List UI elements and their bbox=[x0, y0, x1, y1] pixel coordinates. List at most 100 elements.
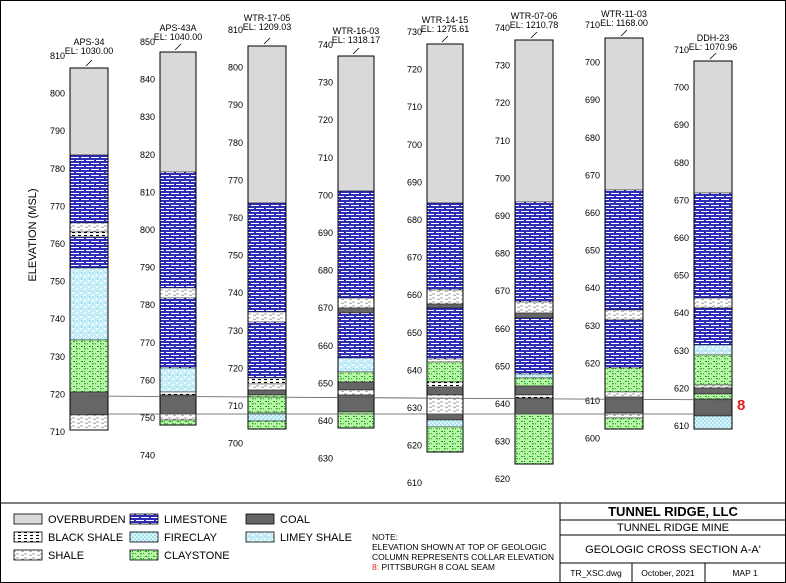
elevation-tick: 690 bbox=[674, 120, 689, 130]
legend: OVERBURDEN BLACK SHALE SHALE LIMESTONE F… bbox=[13, 513, 352, 562]
elevation-tick: 700 bbox=[407, 140, 422, 150]
elevation-tick: 610 bbox=[585, 396, 600, 406]
company-name: TUNNEL RIDGE, LLC bbox=[608, 504, 738, 519]
elevation-tick: 610 bbox=[407, 478, 422, 488]
collar-marker bbox=[441, 35, 449, 43]
elevation-tick: 670 bbox=[407, 253, 422, 263]
elevation-tick: 740 bbox=[495, 23, 510, 33]
elevation-tick: 690 bbox=[407, 177, 422, 187]
elevation-tick: 670 bbox=[674, 195, 689, 205]
layer-shale bbox=[69, 414, 109, 431]
layer-shale bbox=[69, 222, 109, 233]
collar-elevation: EL: 1030.00 bbox=[65, 46, 114, 56]
layer-overburden bbox=[159, 51, 197, 173]
elevation-tick: 710 bbox=[318, 153, 333, 163]
note-line-3: 8: PITTSBURGH 8 COAL SEAM bbox=[372, 562, 495, 572]
note-line-2: COLUMN REPRESENTS COLLAR ELEVATION bbox=[372, 552, 554, 562]
layer-limestone bbox=[426, 307, 464, 360]
layer-claystone bbox=[337, 371, 375, 383]
layer-claystone bbox=[514, 413, 554, 465]
elevation-tick: 740 bbox=[50, 314, 65, 324]
elevation-tick: 750 bbox=[140, 413, 155, 423]
elevation-tick: 630 bbox=[407, 403, 422, 413]
legend-label-overburden: OVERBURDEN bbox=[48, 514, 126, 526]
collar-elevation: EL: 1168.00 bbox=[600, 18, 648, 28]
layer-coal bbox=[514, 397, 554, 415]
legend-label-fireclay: FIRECLAY bbox=[164, 532, 218, 544]
layer-claystone bbox=[693, 393, 733, 400]
elevation-tick: 740 bbox=[140, 451, 155, 461]
elevation-tick: 750 bbox=[228, 251, 243, 261]
layer-overburden bbox=[604, 37, 644, 191]
elevation-tick: 630 bbox=[318, 454, 333, 464]
elevation-tick: 780 bbox=[140, 300, 155, 310]
layer-claystone bbox=[247, 420, 287, 430]
legend-label-coal: COAL bbox=[280, 514, 310, 526]
elevation-tick: 830 bbox=[140, 112, 155, 122]
layer-limeyshale bbox=[514, 373, 554, 379]
elevation-tick: 720 bbox=[228, 363, 243, 373]
layer-coal bbox=[69, 391, 109, 416]
layer-limestone bbox=[247, 321, 287, 379]
elevation-tick: 790 bbox=[50, 126, 65, 136]
elevation-tick: 720 bbox=[318, 115, 333, 125]
layer-limestone bbox=[337, 312, 375, 359]
layer-shale bbox=[159, 287, 197, 299]
collar-marker bbox=[709, 52, 717, 60]
collar-elevation: EL: 1040.00 bbox=[154, 32, 203, 42]
elevation-tick: 620 bbox=[407, 441, 422, 451]
layer-limestone bbox=[604, 189, 644, 311]
layer-limeyshale bbox=[337, 357, 375, 373]
borehole-name: WTR-16-03 bbox=[333, 26, 380, 36]
layer-claystone bbox=[159, 419, 197, 426]
layer-claystone bbox=[514, 377, 554, 387]
elevation-tick: 800 bbox=[140, 225, 155, 235]
title-block: TUNNEL RIDGE, LLC TUNNEL RIDGE MINE GEOL… bbox=[559, 503, 786, 583]
elevation-tick: 660 bbox=[495, 324, 510, 334]
elevation-tick: 720 bbox=[495, 98, 510, 108]
layer-coal bbox=[426, 413, 464, 421]
layer-shale bbox=[426, 358, 464, 363]
layer-claystone bbox=[69, 339, 109, 393]
elevation-tick: 730 bbox=[495, 61, 510, 71]
note-seam-text: PITTSBURGH 8 COAL SEAM bbox=[379, 562, 495, 572]
elevation-tick: 780 bbox=[50, 164, 65, 174]
layer-limestone bbox=[69, 154, 109, 224]
elevation-tick: 620 bbox=[674, 383, 689, 393]
elevation-tick: 640 bbox=[585, 283, 600, 293]
collar-elevation: EL: 1210.78 bbox=[510, 20, 559, 30]
legend-label-limeyshale: LIMEY SHALE bbox=[280, 532, 352, 544]
layer-claystone bbox=[426, 426, 464, 453]
layer-claystone bbox=[247, 394, 287, 414]
elevation-tick: 730 bbox=[318, 78, 333, 88]
elevation-tick: 630 bbox=[674, 346, 689, 356]
legend-swatch-blackshale bbox=[13, 531, 43, 543]
elevation-tick: 700 bbox=[228, 439, 243, 449]
collar-marker bbox=[530, 31, 538, 39]
layer-limestone bbox=[426, 202, 464, 291]
elevation-tick: 610 bbox=[674, 421, 689, 431]
elevation-tick: 650 bbox=[495, 361, 510, 371]
layer-limestone bbox=[514, 317, 554, 375]
borehole-name: WTR-07-06 bbox=[511, 11, 558, 21]
elevation-tick: 720 bbox=[50, 389, 65, 399]
borehole-name: WTR-11-03 bbox=[601, 9, 647, 19]
elevation-tick: 710 bbox=[674, 45, 689, 55]
elevation-tick: 800 bbox=[228, 63, 243, 73]
elevation-tick: 770 bbox=[228, 175, 243, 185]
elevation-tick: 850 bbox=[140, 37, 155, 47]
borehole-name: DDH-23 bbox=[697, 33, 730, 43]
elevation-tick: 710 bbox=[228, 401, 243, 411]
elevation-tick: 650 bbox=[674, 271, 689, 281]
layer-fireclay bbox=[693, 415, 733, 430]
elevation-tick: 740 bbox=[318, 40, 333, 50]
layer-coal bbox=[693, 398, 733, 417]
layer-limestone bbox=[159, 297, 197, 369]
collar-elevation: EL: 1209.03 bbox=[243, 22, 292, 32]
elevation-tick: 720 bbox=[407, 65, 422, 75]
layer-shale bbox=[604, 309, 644, 321]
layer-overburden bbox=[514, 39, 554, 203]
